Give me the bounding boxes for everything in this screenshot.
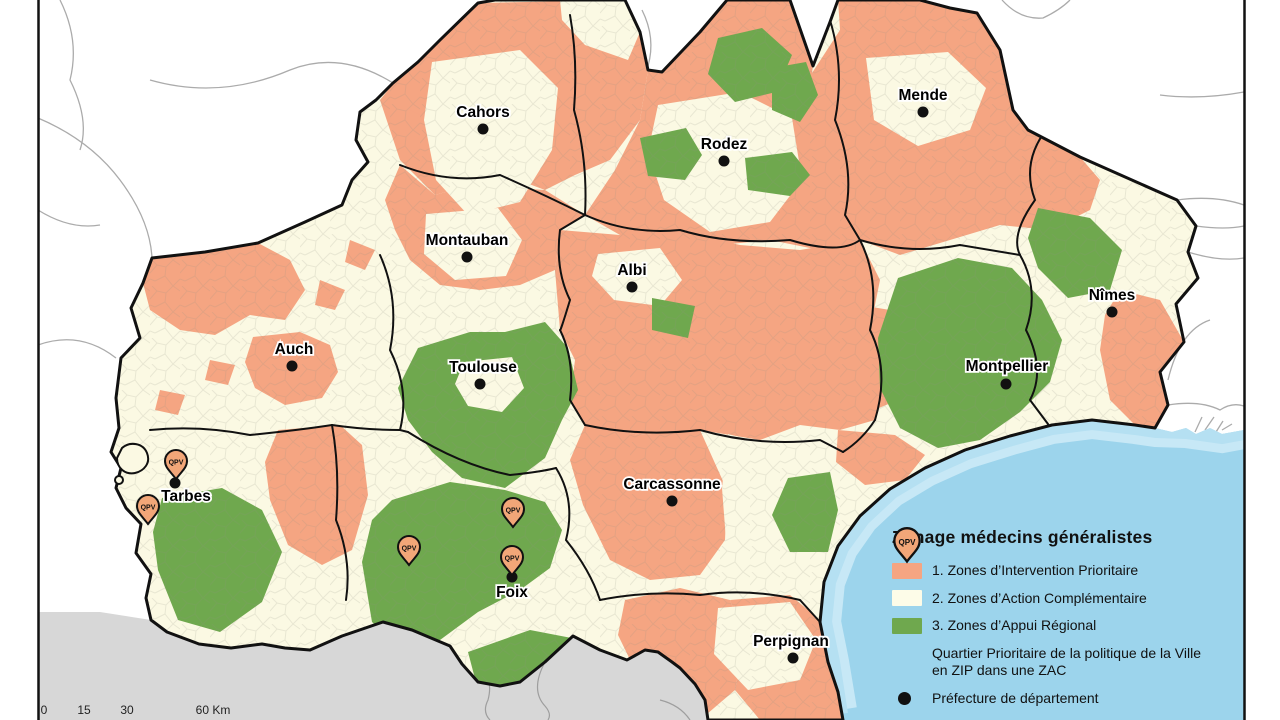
neighbor-boundaries	[37, 0, 1245, 433]
prefecture-dot	[718, 155, 730, 167]
city-label: Albi	[617, 262, 646, 279]
prefecture-dot	[506, 571, 518, 583]
city-marker-carcassonne: Carcassonne	[622, 474, 723, 507]
city-marker-montpellier: Montpellier	[964, 356, 1050, 390]
prefecture-dot	[787, 652, 799, 664]
legend-swatch	[892, 590, 922, 607]
qpv-pin-icon: QPV	[499, 545, 525, 577]
prefecture-dot	[626, 281, 638, 293]
legend-item-prefecture-dot: Préfecture de département	[892, 690, 1237, 708]
prefecture-dot	[474, 378, 486, 390]
city-marker-toulouse: Toulouse	[447, 357, 519, 390]
qpv-pins-layer: QPV QPV QPV QPV QPV	[135, 449, 526, 577]
legend-swatch	[892, 562, 922, 579]
qpv-pin-icon: QPV	[135, 494, 161, 526]
city-marker-nmes: Nîmes	[1087, 285, 1137, 318]
qpv-pin-text: QPV	[402, 546, 417, 553]
prefecture-dot	[1106, 306, 1118, 318]
city-label: Montauban	[426, 232, 509, 249]
city-label: Toulouse	[449, 359, 517, 376]
city-label: Tarbes	[161, 488, 211, 505]
city-marker-foix: Foix	[494, 571, 530, 603]
scale-bar: 0 15 30 60 Km	[0, 703, 300, 720]
city-marker-auch: Auch	[273, 339, 315, 372]
prefecture-dot	[666, 495, 678, 507]
city-label: Perpignan	[753, 633, 829, 650]
qpv-pin-text: QPV	[505, 556, 520, 563]
scale-label: 0	[40, 703, 48, 717]
qpv-pin-icon: QPV	[396, 535, 422, 567]
city-label: Nîmes	[1089, 287, 1136, 304]
qpv-pin-text: QPV	[899, 538, 917, 547]
city-label: Auch	[275, 341, 314, 358]
sea	[820, 420, 1244, 720]
prefecture-dot	[477, 123, 489, 135]
qpv-pin-icon: QPV	[500, 497, 526, 529]
prefecture-dot	[917, 106, 929, 118]
map-legend: Zonage médecins généralistes 1. Zones d’…	[892, 527, 1237, 717]
department-borders	[149, 14, 1051, 623]
qpv-pin-icon: QPV	[893, 527, 921, 564]
city-label: Foix	[496, 584, 528, 601]
legend-item-label: Préfecture de département	[932, 689, 1099, 706]
qpv-pin-icon: QPV	[163, 449, 189, 481]
exclave-blobs	[114, 442, 150, 485]
city-marker-albi: Albi	[616, 260, 648, 293]
city-marker-perpignan: Perpignan	[751, 631, 831, 664]
legend-item-swatch: 1. Zones d’Intervention Prioritaire	[892, 562, 1237, 580]
prefecture-dot	[1000, 378, 1012, 390]
city-label: Carcassonne	[623, 476, 721, 493]
legend-title: Zonage médecins généralistes	[892, 527, 1153, 547]
qpv-pin-text: QPV	[169, 460, 184, 467]
city-marker-cahors: Cahors	[455, 102, 511, 135]
scale-label: 60 Km	[195, 703, 231, 717]
region-outline	[109, 0, 1200, 720]
legend-item-label: 1. Zones d’Intervention Prioritaire	[932, 562, 1139, 578]
city-label: Rodez	[701, 136, 748, 153]
scale-label: 15	[77, 703, 91, 717]
legend-swatch	[892, 617, 922, 634]
city-marker-rodez: Rodez	[699, 134, 749, 167]
qpv-pin-text: QPV	[506, 508, 521, 515]
city-label: Montpellier	[966, 358, 1049, 375]
prefecture-dot	[169, 477, 181, 489]
prefecture-dot	[461, 251, 473, 263]
map-frame	[37, 0, 1246, 720]
legend-item-qpv-pin: QPV Quartier Prioritaire de la politique …	[892, 527, 1237, 680]
legend-item-swatch: 2. Zones d’Action Complémentaire	[892, 590, 1237, 608]
cities-layer: Cahors Mende Rodez Montauban Albi Nîmes Auch To…	[159, 85, 1137, 664]
city-marker-mende: Mende	[897, 85, 950, 118]
qpv-legend-icon: QPV	[893, 527, 921, 564]
prefecture-legend-dot	[898, 691, 911, 705]
prefecture-dot	[286, 360, 298, 372]
city-marker-montauban: Montauban	[424, 230, 510, 263]
city-label: Cahors	[456, 104, 509, 121]
city-marker-tarbes: Tarbes	[159, 477, 213, 507]
legend-item-swatch: 3. Zones d’Appui Régional	[892, 617, 1237, 635]
city-label: Mende	[898, 87, 947, 104]
legend-item-label: 2. Zones d’Action Complémentaire	[932, 589, 1147, 606]
qpv-pin-text: QPV	[141, 505, 156, 512]
legend-item-label: Quartier Prioritaire de la politique de …	[932, 644, 1201, 679]
legend-item-label: 3. Zones d’Appui Régional	[932, 617, 1097, 633]
scale-label: 30	[120, 703, 134, 717]
